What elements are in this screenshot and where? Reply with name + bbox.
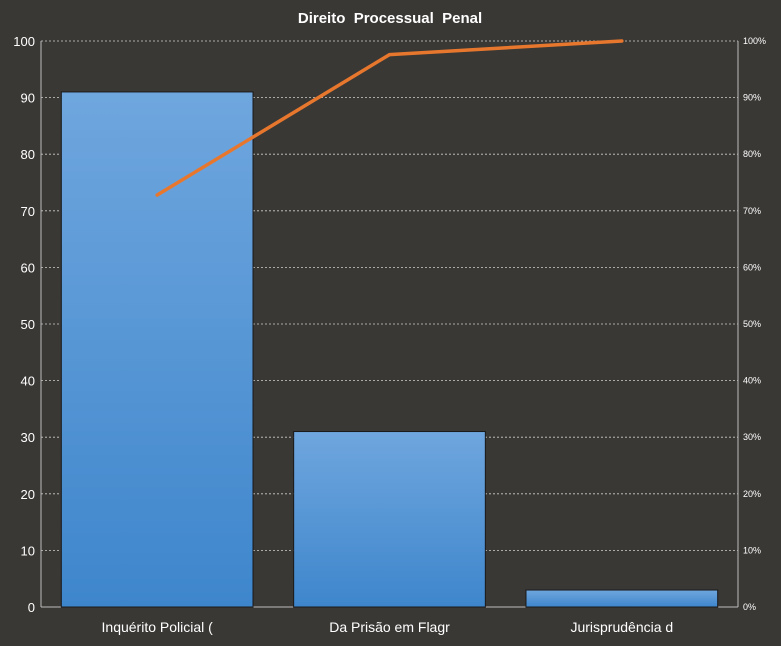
y-tick-label: 30: [21, 430, 35, 445]
y-tick-label: 50: [21, 317, 35, 332]
y2-tick-label: 70%: [743, 206, 761, 216]
x-tick-label: Inquérito Policial (: [102, 619, 214, 635]
y2-tick-label: 10%: [743, 545, 761, 555]
y-tick-label: 70: [21, 204, 35, 219]
y-tick-label: 40: [21, 374, 35, 389]
line-point: [155, 193, 159, 197]
y-tick-label: 60: [21, 260, 35, 275]
y2-tick-label: 30%: [743, 432, 761, 442]
axis-labels: 0 0% 10 10% 20 20% 30 30% 40 40% 50 50% 60 60% 70 70% 80…: [13, 34, 766, 635]
y2-tick-label: 20%: [743, 489, 761, 499]
bar: [60, 91, 254, 608]
bar: [293, 431, 486, 608]
x-tick-label: Da Prisão em Flagr: [329, 619, 450, 635]
y-tick-label: 10: [21, 543, 35, 558]
chart-title: Direito Processual Penal: [298, 10, 482, 27]
y-tick-label: 80: [21, 147, 35, 162]
y2-tick-label: 50%: [743, 319, 761, 329]
y2-tick-label: 80%: [743, 149, 761, 159]
y2-tick-label: 100%: [743, 36, 766, 46]
x-tick-label: Jurisprudência d: [570, 619, 673, 635]
y2-tick-label: 0%: [743, 602, 756, 612]
y2-tick-label: 40%: [743, 376, 761, 386]
y-tick-label: 100: [13, 34, 35, 49]
line-point: [620, 39, 624, 43]
y2-tick-label: 90%: [743, 93, 761, 103]
line-point: [388, 53, 391, 57]
y-tick-label: 0: [28, 600, 35, 615]
y-tick-label: 90: [21, 91, 35, 106]
y2-tick-label: 60%: [743, 262, 761, 272]
bars: [60, 91, 719, 608]
y-tick-label: 20: [21, 487, 35, 502]
bar: [525, 589, 719, 608]
cumulative-line: [155, 39, 624, 197]
